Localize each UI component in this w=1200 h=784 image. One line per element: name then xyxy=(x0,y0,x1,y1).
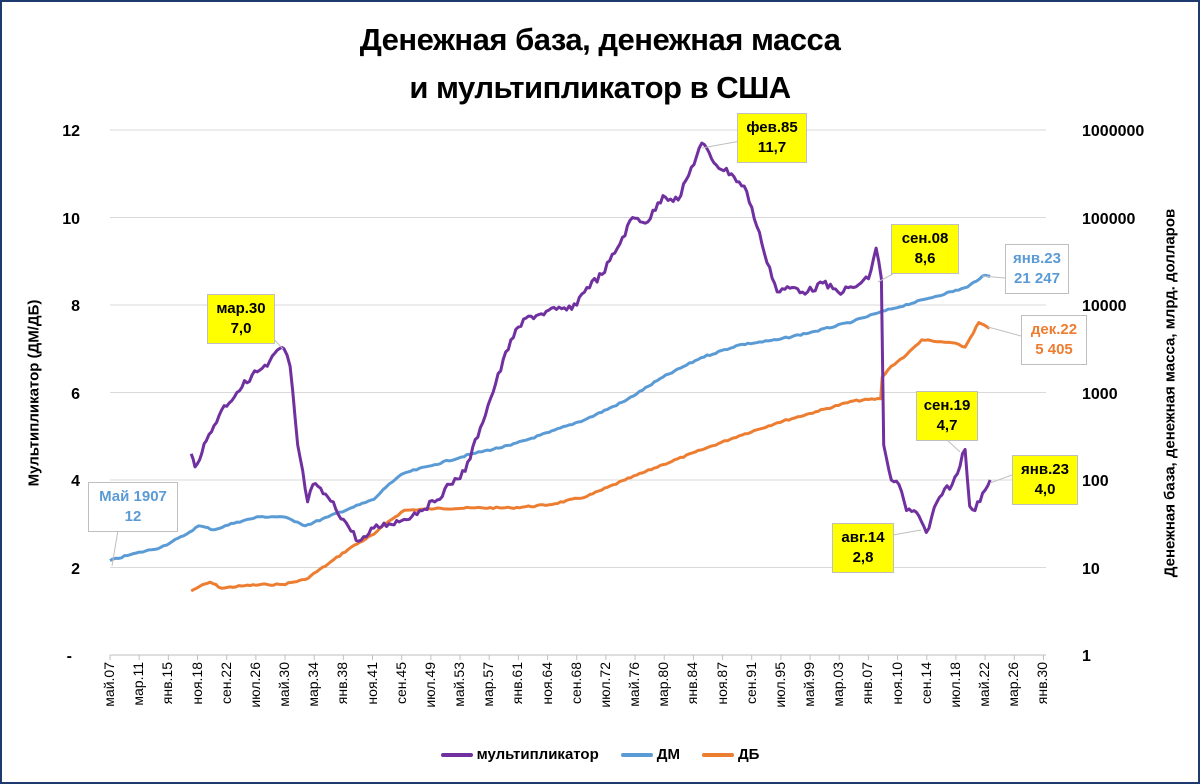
db-line xyxy=(190,321,991,593)
callout-mult-2023: янв.23 4,0 xyxy=(1012,455,1078,505)
left-tick-label: 2 xyxy=(71,560,80,578)
x-tick-label: янв.61 xyxy=(509,662,526,705)
right-tick-label: 1000000 xyxy=(1082,123,1145,140)
right-tick-label: 10000 xyxy=(1082,298,1127,315)
x-tick-label: июл.72 xyxy=(596,662,613,708)
x-tick-label: июл.95 xyxy=(771,662,788,708)
legend-swatch-blue-icon xyxy=(620,752,653,757)
callout-date: фев.85 xyxy=(746,119,798,136)
x-tick-label: мар.03 xyxy=(830,662,847,707)
callout-date: дек.22 xyxy=(1030,321,1078,338)
callout-date: мар.30 xyxy=(216,300,266,317)
x-tick-label: июл.18 xyxy=(946,662,963,708)
dm-line xyxy=(109,273,991,562)
x-tick-label: мар.80 xyxy=(655,662,672,707)
x-tick-label: май.30 xyxy=(276,662,293,707)
x-tick-label: ноя.10 xyxy=(888,662,905,705)
x-tick-label: сен.45 xyxy=(392,662,409,704)
callout-value: 4,0 xyxy=(1034,481,1056,498)
x-tick-label: ноя.64 xyxy=(538,662,555,705)
callout-value: 11,7 xyxy=(757,139,787,156)
x-tick-label: мар.11 xyxy=(130,662,147,706)
callout-dm-1907: Май 1907 12 xyxy=(88,482,178,532)
x-tick-label: май.53 xyxy=(451,662,468,707)
left-tick-label: 12 xyxy=(62,123,80,140)
x-tick-label: мар.26 xyxy=(1005,662,1022,707)
left-tick-label: 8 xyxy=(71,298,80,315)
x-tick-label: ноя.41 xyxy=(363,662,380,705)
callout-mult-1985: фев.85 11,7 xyxy=(737,113,807,163)
legend-label: ДМ xyxy=(656,746,680,763)
x-tick-label: сен.68 xyxy=(567,662,584,704)
callout-mult-2019: сен.19 4,7 xyxy=(916,391,978,441)
x-tick-label: май.07 xyxy=(101,662,117,707)
legend-label: ДБ xyxy=(737,746,760,763)
series-lines xyxy=(109,141,992,593)
callout-pointers xyxy=(111,139,1022,567)
legend-label: мультипликатор xyxy=(476,746,599,763)
callout-db-2022: дек.22 5 405 xyxy=(1021,315,1087,365)
callout-date: Май 1907 xyxy=(99,488,167,505)
callout-date: сен.08 xyxy=(901,230,949,247)
x-tick-label: май.22 xyxy=(976,662,993,707)
left-tick-label: - xyxy=(66,648,72,665)
callout-mult-2014: авг.14 2,8 xyxy=(832,523,894,573)
left-tick-label: 4 xyxy=(71,473,80,490)
callout-value: 8,6 xyxy=(914,250,936,267)
x-tick-label: сен.91 xyxy=(742,662,759,704)
x-tick-label: ноя.18 xyxy=(188,662,205,705)
x-tick-label: май.76 xyxy=(626,662,643,707)
left-tick-label: 6 xyxy=(71,385,80,403)
right-tick-label: 100 xyxy=(1082,473,1109,490)
callout-value: 21 247 xyxy=(1014,270,1060,287)
chart-legend: мультипликатор ДМ ДБ xyxy=(0,746,1200,763)
callout-value: 4,7 xyxy=(936,417,958,434)
callout-date: янв.23 xyxy=(1021,461,1069,478)
multiplier-line xyxy=(189,141,992,543)
callout-date: янв.23 xyxy=(1013,250,1061,267)
chart-title-line1: Денежная база, денежная масса xyxy=(359,22,841,57)
callout-mult-2008: сен.08 8,6 xyxy=(891,224,959,274)
x-tick-label: июл.49 xyxy=(421,662,438,708)
callout-value: 5 405 xyxy=(1035,341,1073,358)
x-tick-label: ноя.87 xyxy=(713,662,730,705)
legend-swatch-purple-icon xyxy=(440,752,473,757)
x-tick-label: янв.84 xyxy=(684,662,701,705)
x-tick-label: май.99 xyxy=(801,662,818,707)
x-tick-label: янв.38 xyxy=(334,662,351,705)
legend-item-dm[interactable]: ДМ xyxy=(620,746,680,763)
callout-value: 12 xyxy=(124,508,142,525)
callout-mult-1930: мар.30 7,0 xyxy=(207,294,275,344)
x-tick-label: янв.30 xyxy=(1034,662,1051,705)
x-tick-label: сен.14 xyxy=(917,662,934,704)
gridlines xyxy=(110,129,1046,656)
x-tick-label: мар.57 xyxy=(480,662,497,707)
right-tick-label: 100000 xyxy=(1082,210,1136,228)
x-tick-label: янв.07 xyxy=(859,662,876,705)
x-tick-label: мар.34 xyxy=(305,662,322,707)
legend-swatch-orange-icon xyxy=(701,752,734,757)
right-tick-label: 1 xyxy=(1082,648,1091,665)
right-tick-label: 10 xyxy=(1082,560,1100,578)
right-tick-label: 1000 xyxy=(1082,385,1118,403)
legend-item-db[interactable]: ДБ xyxy=(701,746,760,763)
x-axis xyxy=(109,655,1044,660)
left-tick-label: 10 xyxy=(62,210,80,228)
x-tick-label: янв.15 xyxy=(159,662,176,705)
callout-value: 7,0 xyxy=(230,320,252,337)
callout-date: авг.14 xyxy=(841,529,885,546)
right-axis-label: Денежная база, денежная масса, млрд. дол… xyxy=(1161,208,1179,578)
callout-value: 2,8 xyxy=(852,549,874,566)
legend-item-multiplier[interactable]: мультипликатор xyxy=(440,746,599,763)
x-tick-label: июл.26 xyxy=(246,662,263,708)
x-tick-label: сен.22 xyxy=(217,662,234,704)
callout-date: сен.19 xyxy=(923,397,971,414)
callout-dm-2023: янв.23 21 247 xyxy=(1005,244,1069,294)
chart-title-line2: и мультипликатор в США xyxy=(409,70,791,105)
